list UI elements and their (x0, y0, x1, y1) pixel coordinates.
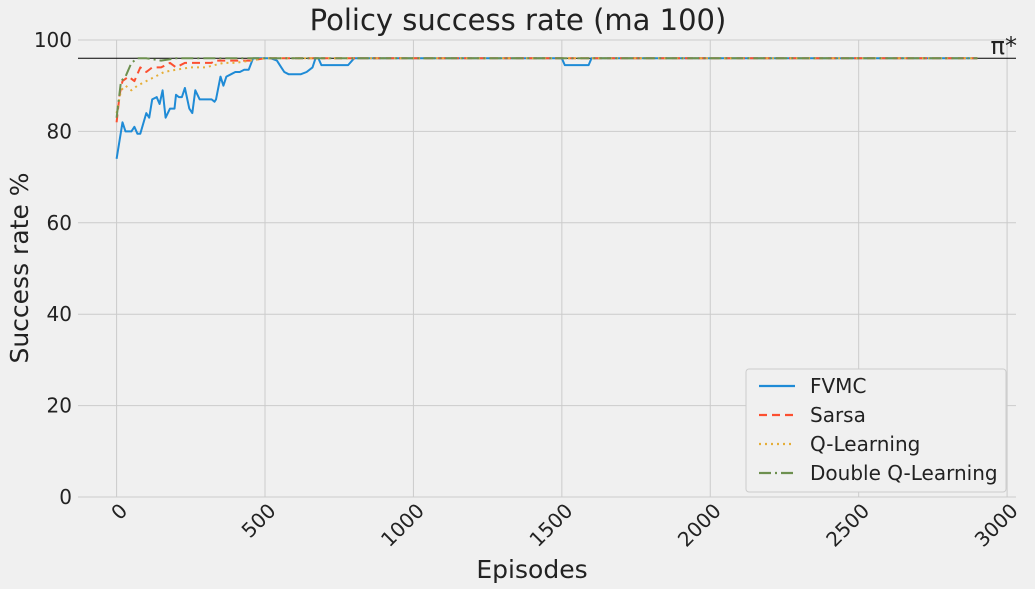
y-tick-label: 80 (47, 119, 72, 143)
y-tick-label: 0 (59, 485, 72, 509)
series-lines (115, 57, 978, 159)
legend: FVMC Sarsa Q-Learning Double Q-Learning (745, 368, 1007, 493)
series-line-double-q-learning (115, 57, 978, 118)
y-tick-label: 40 (47, 302, 72, 326)
y-axis-label: Success rate % (5, 172, 34, 363)
legend-box (745, 368, 1007, 493)
y-tick-label: 60 (47, 211, 72, 235)
y-tick-label: 100 (34, 28, 72, 52)
legend-label: Sarsa (810, 403, 866, 427)
y-tick-label: 20 (47, 394, 72, 418)
chart-title: Policy success rate (ma 100) (310, 3, 727, 37)
legend-label: Double Q-Learning (810, 461, 998, 485)
legend-items: FVMC Sarsa Q-Learning Double Q-Learning (759, 374, 998, 485)
legend-label: Q-Learning (810, 432, 920, 456)
series-line-sarsa (115, 57, 978, 123)
grid (78, 39, 1016, 498)
series-line-q-learning (115, 57, 978, 114)
x-axis-label: Episodes (476, 555, 587, 584)
legend-label: FVMC (810, 374, 866, 398)
reference-line-label: π* (991, 32, 1017, 60)
